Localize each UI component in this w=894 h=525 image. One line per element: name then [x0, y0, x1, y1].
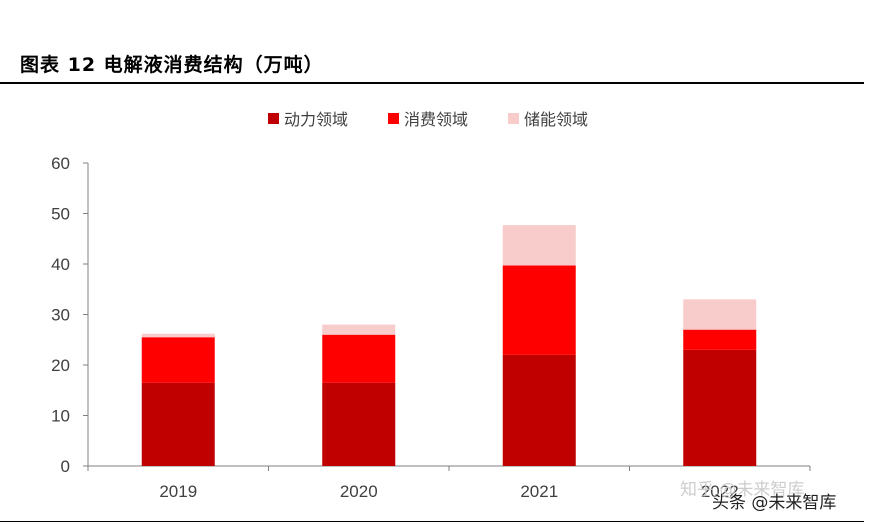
figure-title: 图表 12 电解液消费结构（万吨） [20, 54, 324, 76]
x-tick-label: 2019 [159, 482, 197, 501]
x-tick-label: 2021 [520, 482, 558, 501]
bar-segment [322, 334, 396, 383]
bar-segment [502, 265, 576, 355]
x-tick-labels: 2019 2020 2021 2022 [159, 482, 738, 501]
x-tick-label: 2022 [701, 482, 739, 501]
bar-segment [683, 329, 757, 350]
legend-label: 动力领域 [284, 110, 348, 129]
legend-swatch [268, 113, 279, 124]
bar-segment [141, 382, 215, 466]
legend-label: 消费领域 [404, 110, 468, 129]
bars [141, 225, 757, 466]
bar-segment [141, 337, 215, 383]
bar-segment [322, 382, 396, 466]
y-tick-label: 10 [51, 407, 70, 426]
bar-segment [502, 225, 576, 266]
watermark-zhihu: 知乎 @未来智库 [680, 480, 805, 500]
legend-swatch [388, 113, 399, 124]
legend-swatch [508, 113, 519, 124]
x-tick-label: 2020 [340, 482, 378, 501]
bar-segment [683, 349, 757, 466]
bar-segment [502, 354, 576, 466]
legend-label: 储能领域 [524, 110, 588, 129]
y-tick-label: 20 [51, 356, 70, 375]
bottom-rule [0, 521, 864, 522]
legend: 动力领域 消费领域 储能领域 [268, 110, 588, 129]
y-tick-label: 0 [61, 457, 70, 476]
y-tick-label: 30 [51, 306, 70, 325]
y-tick-label: 50 [51, 205, 70, 224]
y-tick-label: 60 [51, 154, 70, 173]
bar-segment [141, 333, 215, 338]
y-tick-label: 40 [51, 255, 70, 274]
bar-segment [322, 324, 396, 335]
bar-segment [683, 299, 757, 330]
title-rule [0, 82, 864, 84]
watermark-toutiao: 头条 @未来智库 [712, 493, 837, 513]
